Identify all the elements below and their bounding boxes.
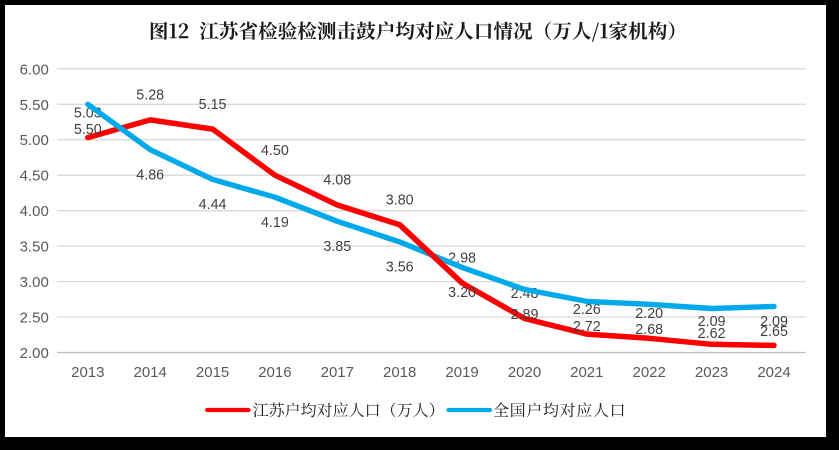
svg-text:2.00: 2.00 [20, 345, 49, 362]
svg-text:2016: 2016 [258, 364, 291, 381]
svg-text:4.00: 4.00 [20, 203, 49, 220]
svg-text:3.20: 3.20 [448, 285, 476, 301]
svg-text:2.68: 2.68 [635, 322, 663, 338]
svg-text:2018: 2018 [383, 364, 416, 381]
svg-text:5.00: 5.00 [20, 132, 49, 149]
svg-text:2015: 2015 [196, 364, 229, 381]
svg-text:3.00: 3.00 [20, 274, 49, 291]
svg-text:4.19: 4.19 [261, 215, 289, 231]
svg-text:2017: 2017 [321, 364, 354, 381]
svg-text:2.20: 2.20 [635, 306, 663, 322]
svg-text:5.50: 5.50 [20, 97, 49, 114]
svg-text:2.89: 2.89 [511, 307, 539, 323]
svg-text:2021: 2021 [570, 364, 603, 381]
svg-text:2.72: 2.72 [573, 319, 601, 335]
svg-text:2014: 2014 [134, 364, 167, 381]
svg-text:2.50: 2.50 [20, 310, 49, 327]
svg-text:3.56: 3.56 [386, 260, 414, 276]
svg-text:2013: 2013 [71, 364, 104, 381]
svg-text:2024: 2024 [757, 364, 790, 381]
svg-text:3.50: 3.50 [20, 239, 49, 256]
svg-text:2023: 2023 [695, 364, 728, 381]
svg-text:3.80: 3.80 [386, 193, 414, 209]
svg-text:5.15: 5.15 [199, 97, 227, 113]
svg-text:2.65: 2.65 [760, 324, 788, 340]
svg-text:3.85: 3.85 [323, 239, 351, 255]
svg-text:2.26: 2.26 [573, 302, 601, 318]
svg-text:2.62: 2.62 [698, 326, 726, 342]
svg-text:4.44: 4.44 [199, 197, 227, 213]
svg-text:4.50: 4.50 [20, 168, 49, 185]
svg-text:5.28: 5.28 [136, 88, 164, 104]
svg-text:2020: 2020 [508, 364, 541, 381]
svg-text:5.50: 5.50 [74, 122, 102, 138]
svg-text:2022: 2022 [633, 364, 666, 381]
svg-text:4.08: 4.08 [323, 173, 351, 189]
svg-text:2.09: 2.09 [698, 314, 726, 330]
svg-text:2019: 2019 [445, 364, 478, 381]
svg-text:2.09: 2.09 [760, 314, 788, 330]
svg-text:6.00: 6.00 [20, 61, 49, 78]
svg-text:4.86: 4.86 [136, 167, 164, 183]
svg-text:4.50: 4.50 [261, 143, 289, 159]
